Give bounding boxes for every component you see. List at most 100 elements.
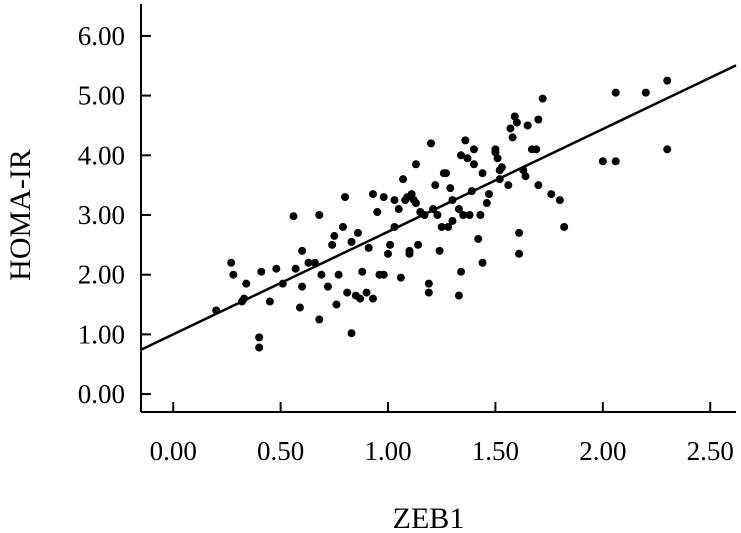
data-point xyxy=(379,270,388,279)
data-point xyxy=(295,303,304,312)
data-point xyxy=(323,282,332,291)
data-point xyxy=(431,181,440,190)
data-point xyxy=(478,169,487,178)
data-point xyxy=(229,270,238,279)
data-point xyxy=(433,211,442,219)
data-point xyxy=(373,208,382,217)
data-point xyxy=(474,234,483,243)
data-point xyxy=(379,193,388,202)
data-point xyxy=(265,297,274,306)
data-point xyxy=(394,205,403,214)
data-point xyxy=(396,273,405,282)
data-point xyxy=(332,300,341,309)
y-axis-title: HOMA-IR xyxy=(4,149,37,281)
data-point xyxy=(547,190,556,199)
data-point xyxy=(611,157,620,166)
data-point xyxy=(448,216,457,225)
data-point xyxy=(534,115,543,124)
data-point xyxy=(442,169,451,178)
data-point xyxy=(515,249,524,258)
data-point xyxy=(386,240,395,249)
data-point xyxy=(493,154,502,163)
data-point xyxy=(304,258,313,267)
data-point xyxy=(463,154,472,163)
x-tick-label: 0.50 xyxy=(257,436,304,466)
data-point xyxy=(521,172,530,181)
x-tick-label: 2.00 xyxy=(579,436,626,466)
y-tick-label: 1.00 xyxy=(78,319,125,349)
data-point xyxy=(255,343,264,352)
data-point xyxy=(362,288,371,297)
data-point xyxy=(482,199,491,208)
data-point xyxy=(461,136,470,145)
data-point xyxy=(298,282,307,291)
data-point xyxy=(343,288,352,297)
data-point xyxy=(437,222,446,231)
data-point xyxy=(641,88,650,97)
data-point xyxy=(338,222,347,231)
data-point xyxy=(469,145,478,154)
y-tick-label: 2.00 xyxy=(78,260,125,290)
y-tick-label: 6.00 xyxy=(78,21,125,51)
data-point xyxy=(315,211,324,219)
data-point xyxy=(611,88,620,97)
regression-line xyxy=(140,64,737,351)
data-point xyxy=(512,118,521,127)
data-point xyxy=(523,121,532,130)
data-point xyxy=(330,231,339,240)
data-point xyxy=(414,240,423,249)
y-tick-label: 3.00 xyxy=(78,200,125,230)
data-point xyxy=(289,212,298,221)
data-point xyxy=(411,160,420,169)
data-point xyxy=(358,267,367,276)
data-point xyxy=(598,157,607,166)
data-point xyxy=(255,333,264,342)
data-point xyxy=(242,279,251,288)
y-tick-label: 0.00 xyxy=(78,379,125,409)
data-point xyxy=(347,237,356,246)
data-point xyxy=(515,228,524,237)
data-point xyxy=(334,270,343,279)
data-point xyxy=(227,258,236,267)
data-point xyxy=(399,175,408,184)
data-point xyxy=(298,246,307,255)
axes xyxy=(140,4,736,413)
data-point xyxy=(538,94,547,103)
y-tick-label: 5.00 xyxy=(78,81,125,111)
data-points xyxy=(212,76,672,352)
data-point xyxy=(469,160,478,169)
data-point xyxy=(341,193,350,202)
data-point xyxy=(291,264,300,273)
data-point xyxy=(368,190,377,199)
data-point xyxy=(476,211,485,219)
data-point xyxy=(508,133,517,142)
data-point xyxy=(454,205,463,214)
x-tick-label: 1.50 xyxy=(472,436,519,466)
data-point xyxy=(459,211,468,219)
data-point xyxy=(257,267,266,276)
x-tick-label: 2.50 xyxy=(687,436,734,466)
data-point xyxy=(315,315,324,324)
data-point xyxy=(454,291,463,300)
data-point xyxy=(424,288,433,297)
data-point xyxy=(484,190,493,199)
data-point xyxy=(384,249,393,258)
x-axis-ticks: 0.00 0.50 1.00 1.50 2.00 2.50 xyxy=(150,402,734,466)
x-tick-label: 0.00 xyxy=(150,436,197,466)
data-point xyxy=(663,145,672,154)
x-tick-label: 1.00 xyxy=(364,436,411,466)
data-point xyxy=(353,228,362,237)
data-point xyxy=(457,151,466,160)
x-axis-title: ZEB1 xyxy=(393,502,465,533)
data-point xyxy=(317,270,326,279)
data-point xyxy=(356,294,365,303)
data-point xyxy=(426,139,435,148)
data-point xyxy=(560,222,569,231)
data-point xyxy=(347,329,356,338)
data-point xyxy=(272,264,281,273)
y-tick-label: 4.00 xyxy=(78,140,125,170)
data-point xyxy=(457,267,466,276)
data-point xyxy=(411,199,420,208)
data-point xyxy=(506,124,515,133)
